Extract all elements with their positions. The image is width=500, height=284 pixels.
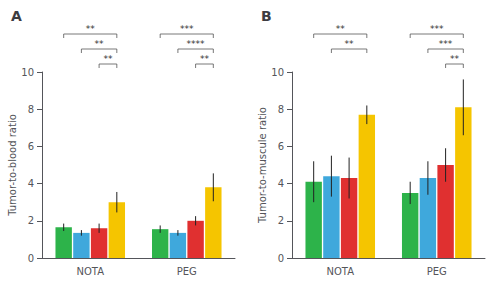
svg-text:6: 6 [28,141,34,152]
svg-text:**: ** [336,24,346,34]
svg-text:**: ** [450,54,460,64]
svg-text:**: ** [200,54,210,64]
svg-text:8: 8 [278,104,284,115]
svg-text:NOTA: NOTA [326,266,354,277]
svg-text:**: ** [345,39,355,49]
svg-text:0: 0 [278,253,284,264]
svg-text:**: ** [86,24,96,34]
svg-text:2: 2 [28,215,34,226]
svg-text:***: *** [180,24,194,34]
svg-text:Tumor-to-muscule ratio: Tumor-to-muscule ratio [257,107,268,224]
svg-text:NOTA: NOTA [76,266,104,277]
svg-text:PEG: PEG [177,266,197,277]
svg-text:8: 8 [28,104,34,115]
svg-text:4: 4 [28,178,34,189]
svg-text:PEG: PEG [427,266,447,277]
svg-text:4: 4 [278,178,284,189]
svg-text:10: 10 [271,67,284,78]
svg-text:Tumor-to-blood ratio: Tumor-to-blood ratio [7,114,18,217]
svg-text:A: A [11,8,22,24]
svg-text:B: B [261,8,272,24]
svg-text:0: 0 [28,253,34,264]
svg-text:**: ** [95,39,105,49]
svg-text:****: **** [187,39,206,49]
svg-text:***: *** [430,24,444,34]
svg-text:6: 6 [278,141,284,152]
svg-text:2: 2 [278,215,284,226]
svg-text:**: ** [103,54,113,64]
svg-text:10: 10 [21,67,34,78]
svg-text:***: *** [439,39,453,49]
